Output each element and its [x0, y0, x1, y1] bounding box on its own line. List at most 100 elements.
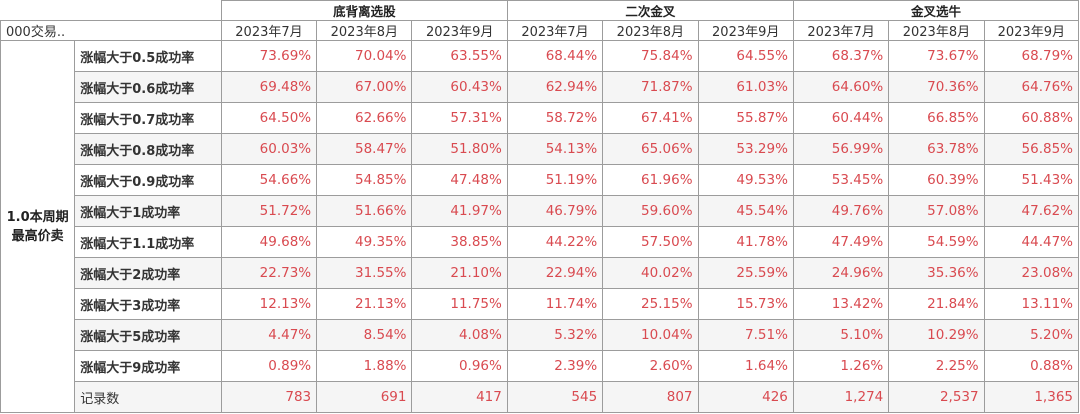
value-cell: 49.35% — [316, 226, 413, 258]
table-row: 记录数 783 691 417 545 807 426 1,274 2,537 1,365 — [1, 381, 1080, 413]
value-cell: 68.79% — [983, 40, 1080, 72]
value-cell: 65.06% — [602, 133, 699, 165]
value-cell: 73.67% — [888, 40, 985, 72]
value-cell: 75.84% — [602, 40, 699, 72]
value-cell: 2.60% — [602, 350, 699, 382]
value-cell: 57.08% — [888, 195, 985, 227]
value-cell: 2.39% — [506, 350, 604, 382]
value-cell: 21.10% — [411, 257, 508, 289]
metric-label: 涨幅大于0.7成功率 — [74, 102, 222, 134]
value-cell: 25.15% — [602, 288, 699, 320]
value-cell: 59.60% — [602, 195, 699, 227]
metric-label: 记录数 — [74, 381, 222, 413]
metric-label: 涨幅大于0.9成功率 — [74, 164, 222, 196]
value-cell: 64.76% — [983, 71, 1080, 103]
value-cell: 60.03% — [220, 133, 318, 165]
value-cell: 54.66% — [220, 164, 318, 196]
value-cell: 60.39% — [888, 164, 985, 196]
value-cell: 783 — [220, 381, 318, 413]
value-cell: 15.73% — [697, 288, 794, 320]
table-row: 涨幅大于5成功率 4.47% 8.54% 4.08% 5.32% 10.04% 7.51% 5… — [1, 319, 1080, 351]
value-cell: 66.85% — [888, 102, 985, 134]
value-cell: 63.78% — [888, 133, 985, 165]
row-group-label-line: 最高价卖 — [11, 228, 64, 244]
value-cell: 21.13% — [316, 288, 413, 320]
table-row: 1.0本周期 最高价卖 涨幅大于0.5成功率 73.69% 70.04% 63.55% 68… — [0, 40, 1080, 413]
value-cell: 55.87% — [697, 102, 794, 134]
value-cell: 7.51% — [697, 319, 794, 351]
corner-label[interactable]: 000交易.. — [0, 20, 222, 41]
value-cell: 51.80% — [411, 133, 508, 165]
value-cell: 51.72% — [220, 195, 318, 227]
value-cell: 53.45% — [792, 164, 890, 196]
value-cell: 8.54% — [316, 319, 413, 351]
table-row: 涨幅大于0.8成功率 60.03% 58.47% 51.80% 54.13% 65.06%… — [1, 133, 1080, 165]
value-cell: 54.13% — [506, 133, 604, 165]
value-cell: 10.29% — [888, 319, 985, 351]
month-header: 2023年9月 — [411, 20, 508, 41]
month-header: 2023年7月 — [220, 20, 318, 41]
value-cell: 24.96% — [792, 257, 890, 289]
value-cell: 426 — [697, 381, 794, 413]
value-cell: 56.85% — [983, 133, 1080, 165]
table-row: 涨幅大于2成功率 22.73% 31.55% 21.10% 22.94% 40.02% 25… — [1, 257, 1080, 289]
value-cell: 25.59% — [697, 257, 794, 289]
metric-label: 涨幅大于9成功率 — [74, 350, 222, 382]
value-cell: 1.64% — [697, 350, 794, 382]
value-cell: 5.10% — [792, 319, 890, 351]
value-cell: 22.73% — [220, 257, 318, 289]
value-cell: 11.74% — [506, 288, 604, 320]
value-cell: 545 — [506, 381, 604, 413]
table-row: 涨幅大于3成功率 12.13% 21.13% 11.75% 11.74% 25.15% 15… — [1, 288, 1080, 320]
value-cell: 807 — [602, 381, 699, 413]
strategy-header-1: 底背离选股 — [220, 0, 508, 21]
metric-label: 涨幅大于5成功率 — [74, 319, 222, 351]
value-cell: 45.54% — [697, 195, 794, 227]
value-cell: 22.94% — [506, 257, 604, 289]
value-cell: 69.48% — [220, 71, 318, 103]
value-cell: 13.42% — [792, 288, 890, 320]
row-group-label: 1.0本周期 最高价卖 — [0, 40, 76, 413]
value-cell: 47.49% — [792, 226, 890, 258]
month-header-row: 000交易.. 2023年7月 2023年8月 2023年9月 2023年7月 … — [0, 20, 1080, 41]
table-row: 涨幅大于0.7成功率 64.50% 62.66% 57.31% 58.72% 67.41%… — [1, 102, 1080, 134]
value-cell: 64.55% — [697, 40, 794, 72]
table-row: 涨幅大于9成功率 0.89% 1.88% 0.96% 2.39% 2.60% 1.64% 1.… — [1, 350, 1080, 382]
value-cell: 5.32% — [506, 319, 604, 351]
value-cell: 70.04% — [316, 40, 413, 72]
value-cell: 0.88% — [983, 350, 1080, 382]
value-cell: 63.55% — [411, 40, 508, 72]
strategy-header-3: 金叉选牛 — [792, 0, 1080, 21]
value-cell: 21.84% — [888, 288, 985, 320]
value-cell: 13.11% — [983, 288, 1080, 320]
month-header: 2023年7月 — [506, 20, 604, 41]
value-cell: 1,274 — [792, 381, 890, 413]
month-header: 2023年9月 — [983, 20, 1080, 41]
value-cell: 1,365 — [983, 381, 1080, 413]
value-cell: 68.37% — [792, 40, 890, 72]
strategy-header-row: 底背离选股 二次金叉 金叉选牛 — [0, 0, 1080, 21]
value-cell: 0.89% — [220, 350, 318, 382]
metric-label: 涨幅大于1.1成功率 — [74, 226, 222, 258]
value-cell: 2.25% — [888, 350, 985, 382]
value-cell: 49.76% — [792, 195, 890, 227]
value-cell: 23.08% — [983, 257, 1080, 289]
value-cell: 51.19% — [506, 164, 604, 196]
month-header: 2023年8月 — [888, 20, 985, 41]
value-cell: 35.36% — [888, 257, 985, 289]
metric-label: 涨幅大于3成功率 — [74, 288, 222, 320]
value-cell: 64.50% — [220, 102, 318, 134]
value-cell: 62.66% — [316, 102, 413, 134]
value-cell: 62.94% — [506, 71, 604, 103]
value-cell: 60.44% — [792, 102, 890, 134]
value-cell: 41.97% — [411, 195, 508, 227]
value-cell: 51.43% — [983, 164, 1080, 196]
metric-label: 涨幅大于0.6成功率 — [74, 71, 222, 103]
value-cell: 41.78% — [697, 226, 794, 258]
value-cell: 57.31% — [411, 102, 508, 134]
value-cell: 11.75% — [411, 288, 508, 320]
month-header: 2023年7月 — [792, 20, 890, 41]
value-cell: 40.02% — [602, 257, 699, 289]
month-header: 2023年8月 — [316, 20, 413, 41]
